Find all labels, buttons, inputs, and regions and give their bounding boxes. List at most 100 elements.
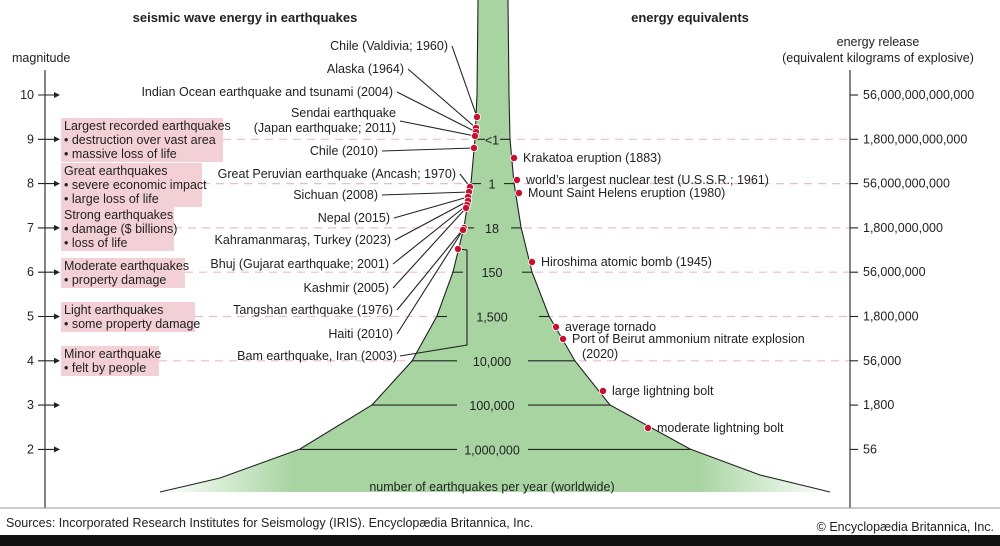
arrowhead-icon: [54, 136, 60, 143]
earthquake-dot: [461, 203, 470, 212]
energy-equivalent-dot: [559, 334, 568, 343]
energy-equivalent-label: Mount Saint Helens eruption (1980): [528, 186, 725, 200]
energy-equivalent-dot: [599, 386, 608, 395]
energy-equivalent-label: average tornado: [565, 320, 656, 334]
copyright-text: © Encyclopædia Britannica, Inc.: [817, 520, 994, 534]
leader-line: [399, 120, 476, 137]
earthquake-label: Kashmir (2005): [304, 281, 389, 295]
category-title: Largest recorded earthquakes: [64, 119, 231, 133]
leader-line: [394, 200, 469, 241]
energy-tick-label: 1,800: [863, 398, 894, 412]
magnitude-tick-label: 6: [27, 265, 34, 279]
energy-tick-label: 56,000,000: [863, 265, 926, 279]
energy-equivalent-label: Hiroshima atomic bomb (1945): [541, 255, 712, 269]
earthquake-label: Bhuj (Gujarat earthquake; 2001): [210, 257, 389, 271]
energy-tick-label: 1,800,000,000: [863, 221, 943, 235]
category-title: Light earthquakes: [64, 303, 163, 317]
magnitude-tick-label: 3: [27, 398, 34, 412]
energy-axis-sublabel: (equivalent kilograms of explosive): [782, 51, 974, 65]
earthquake-label: (Japan earthquake; 2011): [254, 121, 396, 135]
arrowhead-icon: [54, 357, 60, 364]
category-detail: • massive loss of life: [64, 147, 177, 161]
category-box: [61, 118, 223, 162]
energy-tick-label: 56,000,000,000: [863, 177, 950, 191]
funnel-right-edge: [507, 0, 831, 493]
leader-line: [392, 204, 468, 265]
category-box: [61, 346, 159, 376]
leader-line: [396, 227, 465, 311]
earthquake-label: Bam earthquake, Iran (2003): [237, 349, 397, 363]
category-detail: • loss of life: [64, 236, 127, 250]
magnitude-tick-label: 5: [27, 310, 34, 324]
arrowhead-icon: [54, 269, 60, 276]
earthquake-label: Indian Ocean earthquake and tsunami (200…: [141, 85, 393, 99]
energy-equivalent-dot: [644, 423, 653, 432]
category-title: Great earthquakes: [64, 164, 168, 178]
energy-equivalent-dot: [515, 188, 524, 197]
energy-tick-label: 1,800,000: [863, 310, 919, 324]
magnitude-tick-label: 10: [20, 88, 34, 102]
energy-equivalent-label: world’s largest nuclear test (U.S.S.R.; …: [525, 173, 769, 187]
arrowhead-icon: [54, 402, 60, 409]
category-box: [61, 302, 195, 332]
category-box: [61, 207, 174, 251]
category-detail: • severe economic impact: [64, 178, 207, 192]
leader-line: [392, 207, 467, 289]
energy-tick-label: 56,000: [863, 354, 901, 368]
earthquake-dot: [469, 143, 478, 152]
energy-tick-label: 56,000,000,000,000: [863, 88, 974, 102]
energy-tick-label: 1,800,000,000,000: [863, 132, 967, 146]
magnitude-tick-label: 8: [27, 177, 34, 191]
earthquake-frequency-funnel: [160, 0, 830, 492]
earthquake-dot: [472, 113, 481, 122]
yearly-count-label: <1: [485, 133, 499, 147]
leader-line: [399, 248, 468, 357]
arrowhead-icon: [54, 446, 60, 453]
yearly-count-label: 100,000: [469, 399, 514, 413]
energy-equivalent-label: (2020): [582, 347, 618, 361]
arrowhead-icon: [54, 224, 60, 231]
earthquake-dot: [470, 131, 479, 140]
earthquake-label: Sendai earthquake: [291, 106, 396, 120]
energy-equivalent-label: Port of Beirut ammonium nitrate explosio…: [572, 332, 805, 346]
yearly-count-label: 10,000: [473, 355, 511, 369]
leader-line: [393, 196, 469, 219]
earthquake-label: Sichuan (2008): [293, 188, 378, 202]
yearly-count-label: 18: [485, 222, 499, 236]
magnitude-tick-label: 4: [27, 354, 34, 368]
earthquake-label: Kahramanmaraş, Turkey (2023): [215, 233, 391, 247]
earthquake-dot: [458, 225, 467, 234]
yearly-count-label: 1: [489, 178, 496, 192]
yearly-count-label: 1,000,000: [464, 443, 520, 457]
magnitude-tick-label: 2: [27, 442, 34, 456]
energy-tick-label: 56: [863, 442, 877, 456]
arrowhead-icon: [54, 92, 60, 98]
sources-text: Sources: Incorporated Research Institute…: [6, 516, 533, 530]
earthquake-label: Great Peruvian earthquake (Ancash; 1970): [218, 167, 456, 181]
energy-equivalent-dot: [528, 257, 537, 266]
energy-equivalent-dot: [552, 322, 561, 331]
earthquake-label: Chile (Valdivia; 1960): [330, 39, 448, 53]
category-detail: • property damage: [64, 273, 166, 287]
category-title: Strong earthquakes: [64, 208, 173, 222]
leader-line: [381, 147, 475, 152]
earthquake-label: Haiti (2010): [328, 327, 393, 341]
leader-line: [451, 45, 478, 118]
leader-line: [407, 68, 477, 129]
leader-line: [381, 191, 470, 196]
bottom-bar: [0, 535, 1000, 546]
category-box: [61, 258, 185, 288]
category-title: Moderate earthquakes: [64, 259, 189, 273]
category-detail: • damage ($ billions): [64, 222, 177, 236]
earthquake-dot: [453, 244, 462, 253]
energy-equivalent-label: Krakatoa eruption (1883): [523, 151, 661, 165]
magnitude-tick-label: 9: [27, 132, 34, 146]
category-detail: • felt by people: [64, 361, 146, 375]
right-title: energy equivalents: [631, 10, 749, 25]
energy-equivalent-dot: [513, 175, 522, 184]
energy-axis-label: energy release: [837, 35, 920, 49]
funnel-caption: number of earthquakes per year (worldwid…: [369, 480, 614, 494]
energy-equivalent-dot: [509, 153, 518, 162]
yearly-count-label: 1,500: [476, 311, 507, 325]
